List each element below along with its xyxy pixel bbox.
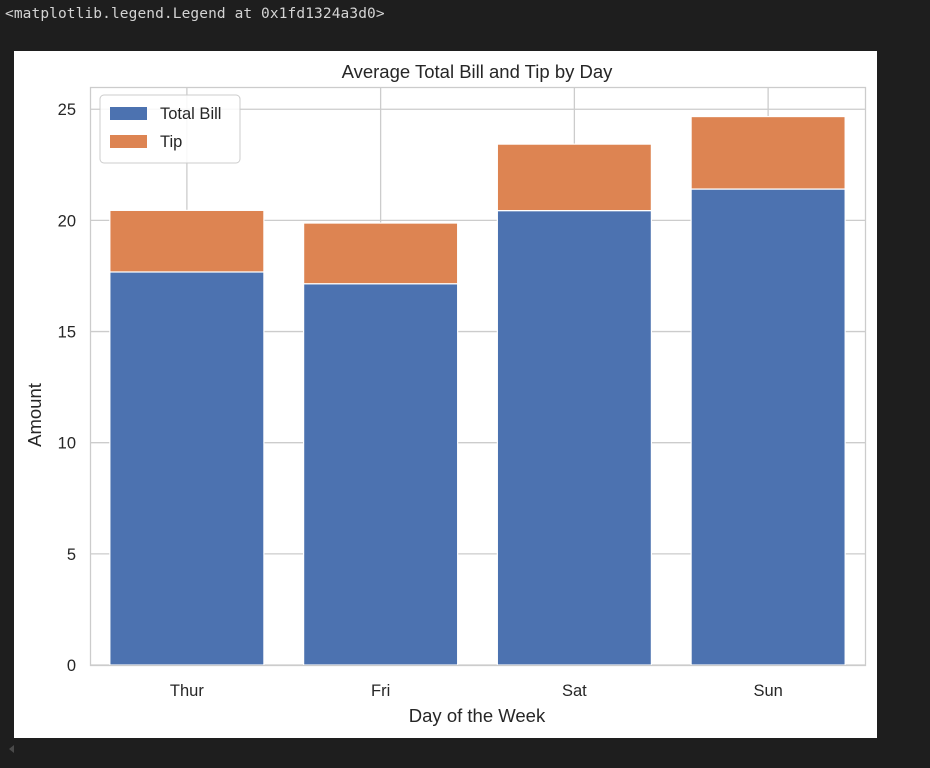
x-tick-labels: Thur Fri Sat Sun (170, 682, 783, 700)
y-tick-label: 25 (58, 101, 76, 119)
legend-label: Total Bill (160, 105, 221, 123)
bar-tip-thur (109, 209, 265, 273)
bar-total-bill-thur (109, 271, 265, 666)
output-gutter (877, 51, 930, 738)
bar-tip-sat (496, 143, 652, 212)
x-tick-label: Thur (170, 682, 204, 700)
bars (109, 115, 846, 666)
y-tick-label: 0 (67, 657, 76, 675)
y-tick-label: 20 (58, 212, 76, 230)
y-axis-label: Amount (24, 383, 45, 447)
bar-tip-sun (690, 115, 846, 190)
x-tick-label: Sun (753, 682, 782, 700)
chart-title: Average Total Bill and Tip by Day (342, 61, 614, 82)
scroll-left-icon[interactable] (9, 745, 14, 753)
x-axis-label: Day of the Week (409, 705, 546, 726)
legend-swatch (110, 107, 147, 120)
x-tick-label: Sat (562, 682, 587, 700)
plot-frame (89, 86, 867, 667)
y-tick-label: 10 (58, 435, 76, 453)
x-tick-label: Fri (371, 682, 390, 700)
bar-total-bill-sat (496, 210, 652, 666)
chart-legend: Total Bill Tip (99, 94, 241, 164)
bar-tip-fri (303, 222, 459, 285)
y-tick-labels: 0 5 10 15 20 25 (58, 101, 76, 675)
legend-label: Tip (160, 133, 182, 151)
legend-swatch (110, 135, 147, 148)
y-tick-label: 5 (67, 546, 76, 564)
stacked-bar-chart: Average Total Bill and Tip by Day Amount… (24, 61, 867, 726)
output-repr-text: <matplotlib.legend.Legend at 0x1fd1324a3… (5, 6, 385, 22)
bar-total-bill-fri (303, 283, 459, 666)
bar-total-bill-sun (690, 188, 846, 666)
y-tick-label: 15 (58, 324, 76, 342)
chart-figure: Average Total Bill and Tip by Day Amount… (14, 51, 877, 738)
